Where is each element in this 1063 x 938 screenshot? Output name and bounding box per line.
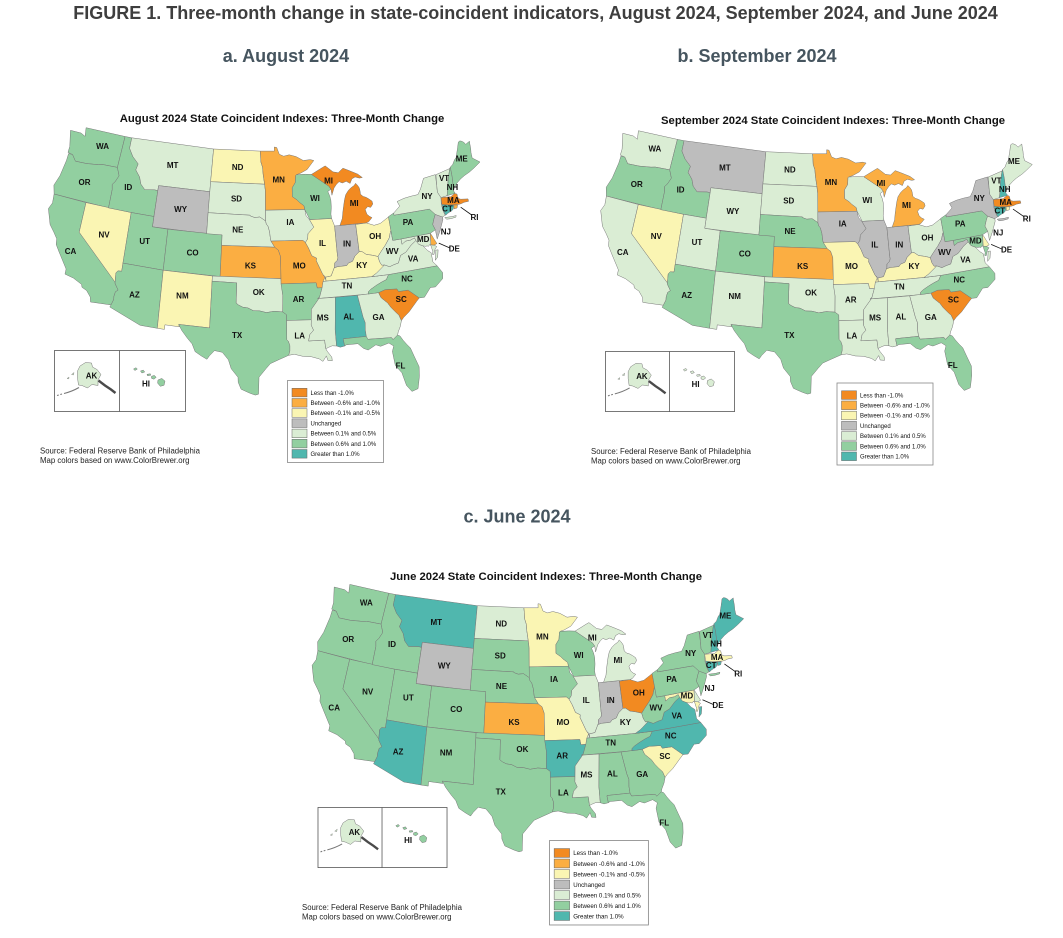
svg-text:Source: Federal Reserve Bank o: Source: Federal Reserve Bank of Philadel… (591, 447, 752, 456)
svg-text:HI: HI (142, 380, 150, 389)
svg-text:a. August 2024: a. August 2024 (223, 46, 349, 66)
svg-text:June 2024 State Coincident Ind: June 2024 State Coincident Indexes: Thre… (390, 571, 702, 583)
svg-text:Map colors based on www.ColorB: Map colors based on www.ColorBrewer.org (40, 456, 190, 465)
svg-text:AK: AK (349, 828, 361, 837)
svg-text:September 2024 State Coinciden: September 2024 State Coincident Indexes:… (661, 115, 1005, 127)
svg-text:Map colors based on www.ColorB: Map colors based on www.ColorBrewer.org (591, 457, 741, 466)
svg-text:b. September 2024: b. September 2024 (677, 46, 836, 66)
svg-text:August 2024 State Coincident I: August 2024 State Coincident Indexes: Th… (120, 113, 445, 125)
svg-text:FIGURE 1. Three-month change i: FIGURE 1. Three-month change in state-co… (73, 3, 998, 23)
svg-text:HI: HI (404, 836, 412, 845)
svg-text:Source: Federal Reserve Bank o: Source: Federal Reserve Bank of Philadel… (40, 447, 201, 456)
svg-text:AK: AK (86, 372, 98, 381)
svg-text:AK: AK (636, 372, 648, 381)
svg-text:c. June 2024: c. June 2024 (463, 507, 570, 527)
svg-text:Map colors based on www.ColorB: Map colors based on www.ColorBrewer.org (302, 913, 452, 922)
svg-text:Source: Federal Reserve Bank o: Source: Federal Reserve Bank of Philadel… (302, 903, 463, 912)
svg-text:HI: HI (692, 380, 700, 389)
